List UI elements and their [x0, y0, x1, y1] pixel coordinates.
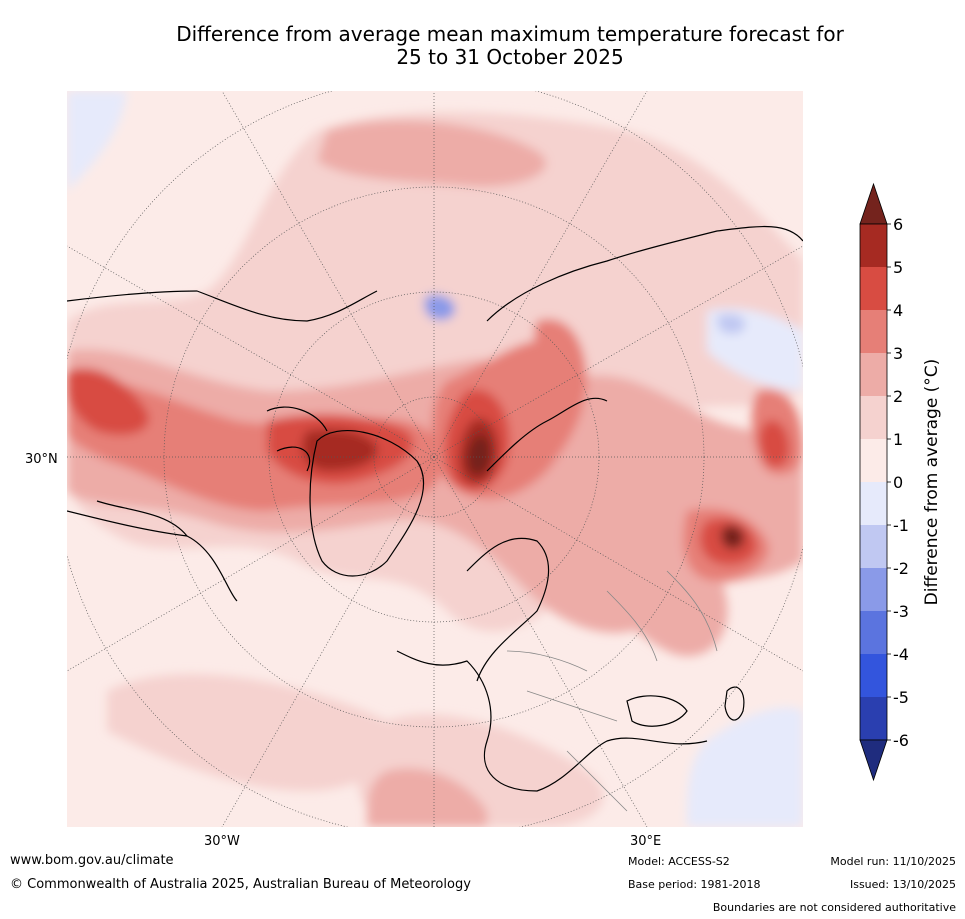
longitude-label-30w: 30°W — [204, 834, 240, 849]
colorbar-tick-label: 0 — [893, 473, 903, 492]
colorbar-tick-label: 2 — [893, 387, 903, 406]
colorbar-tick-label: -3 — [893, 602, 909, 621]
colorbar-label: Difference from average (°C) — [922, 359, 942, 606]
colorbar-segment — [860, 697, 887, 740]
coastlines — [67, 226, 803, 792]
anomaly-region-neg1to0 — [67, 91, 127, 191]
colorbar-segment — [860, 525, 887, 568]
anomaly-region-2to3 — [317, 120, 547, 187]
colorbar-tick-label: 6 — [893, 215, 903, 234]
issued-text: Issued: 13/10/2025 — [849, 878, 956, 891]
latitude-label-30n: 30°N — [25, 452, 58, 467]
anomaly-region-neg2to-1 — [717, 314, 746, 334]
colorbar-tick-label: -6 — [893, 731, 909, 750]
colorbar-tick-label: -4 — [893, 645, 909, 664]
anomaly-region-2to3 — [367, 768, 487, 827]
meridian-line — [433, 456, 648, 827]
model-run-text: Model run: 11/10/2025 — [830, 855, 956, 868]
anomaly-region-above6 — [720, 525, 745, 549]
model-text: Model: ACCESS-S2 — [628, 855, 730, 868]
anomaly-region-neg1to0 — [687, 707, 803, 827]
map-title-line1: Difference from average mean maximum tem… — [176, 22, 844, 46]
colorbar-segment — [860, 654, 887, 697]
colorbar-over-extension — [859, 182, 888, 225]
coastline-black-caspian — [626, 686, 745, 727]
colorbar-tick-label: 5 — [893, 258, 903, 277]
coastline-canadian-archipelago — [266, 406, 328, 472]
meridian-line — [67, 456, 435, 672]
colorbar-segment — [860, 611, 887, 654]
colorbar-tick-label: 1 — [893, 430, 903, 449]
anomaly-region-neg2to-1 — [424, 294, 456, 321]
colorbar-tick-label: 4 — [893, 301, 903, 320]
meridian-line — [433, 456, 803, 672]
coastline-greenland — [309, 430, 425, 577]
colorbar-segment — [860, 396, 887, 439]
colorbar-tick-label: -5 — [893, 688, 909, 707]
meridian-line — [221, 456, 435, 827]
base-period-text: Base period: 1981-2018 — [628, 878, 761, 891]
anomaly-region-4to5 — [67, 368, 149, 435]
coastline-europe — [396, 650, 708, 792]
anomaly-region-above6 — [467, 435, 491, 475]
colorbar-segment — [860, 568, 887, 611]
coastline-scandinavia — [466, 537, 550, 682]
map-title-line2: 25 to 31 October 2025 — [396, 45, 624, 69]
copyright-text: © Commonwealth of Australia 2025, Austra… — [10, 877, 471, 892]
anomaly-region-4to5 — [758, 420, 790, 468]
meridian-line — [433, 245, 803, 458]
anomaly-region-5to6 — [302, 429, 378, 471]
colorbar-tick-label: -1 — [893, 516, 909, 535]
longitude-label-30e: 30°E — [630, 834, 662, 849]
anomaly-region-1to2 — [107, 674, 400, 791]
disclaimer-text: Boundaries are not considered authoritat… — [712, 901, 956, 914]
colorbar-segment — [860, 482, 887, 525]
temperature-anomaly-map — [67, 91, 803, 827]
colorbar-tick-label: -2 — [893, 559, 909, 578]
colorbar-segment — [860, 310, 887, 353]
colorbar-segment — [860, 353, 887, 396]
colorbar-under-extension — [859, 739, 888, 782]
anomaly-fields — [67, 91, 803, 827]
coastline-north-america — [67, 290, 378, 602]
graticule — [67, 91, 803, 827]
anomaly-region-3to4 — [534, 319, 587, 405]
colorbar-segment — [860, 224, 887, 267]
colorbar-segment — [860, 267, 887, 310]
country-borders — [506, 570, 718, 812]
colorbar-ticks: 6 5 4 3 2 1 0 -1 -2 -3 -4 -5 -6 — [887, 215, 909, 750]
coastline-eurasia-arctic — [486, 226, 803, 472]
colorbar: 6 5 4 3 2 1 0 -1 -2 -3 -4 -5 -6 Difference from aver… — [859, 182, 942, 782]
border-line — [506, 570, 718, 812]
colorbar-segment — [860, 439, 887, 482]
website-link[interactable]: www.bom.gov.au/climate — [10, 853, 174, 868]
colorbar-segments — [859, 223, 888, 741]
colorbar-tick-label: 3 — [893, 344, 903, 363]
